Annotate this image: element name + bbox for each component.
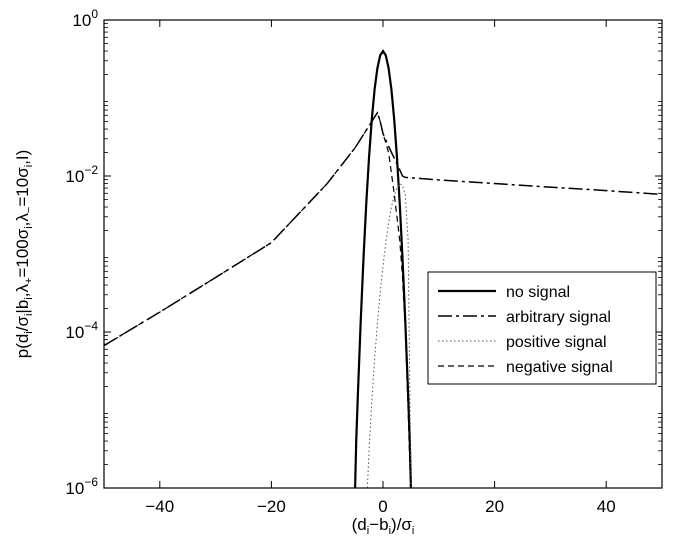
- legend: no signal arbitrary signal positive signal…: [427, 271, 657, 385]
- x-tick-label: 0: [378, 497, 387, 516]
- plot-area-frame: [103, 19, 663, 489]
- y-tick-label: 10−6: [65, 475, 98, 498]
- legend-label: positive signal: [506, 334, 607, 351]
- y-tick-label: 10−4: [65, 319, 98, 342]
- x-tick-label: −40: [145, 497, 174, 516]
- series-line-positive-signal: [366, 182, 412, 488]
- legend-label: no signal: [506, 284, 570, 301]
- legend-label: negative signal: [506, 359, 613, 376]
- series-line-negative-signal: [104, 111, 412, 488]
- x-axis-label: (di−bi)/σi: [352, 515, 415, 537]
- series-line-no-signal: [354, 49, 412, 488]
- y-tick-label: 100: [72, 7, 98, 30]
- x-tick-label: 20: [485, 497, 504, 516]
- x-axis-ticks: −40 −20 0 20 40: [145, 20, 616, 516]
- y-axis-ticks: 10−6 10−4 10−2 100: [65, 7, 662, 498]
- plot-lines: [104, 49, 662, 488]
- legend-label: arbitrary signal: [506, 309, 611, 326]
- y-axis-label: p(di/σi|bi,λ+=100σi,λ−=10σi,I): [13, 150, 35, 359]
- x-tick-label: 40: [597, 497, 616, 516]
- y-tick-label: 10−2: [65, 163, 98, 186]
- x-tick-label: −20: [257, 497, 286, 516]
